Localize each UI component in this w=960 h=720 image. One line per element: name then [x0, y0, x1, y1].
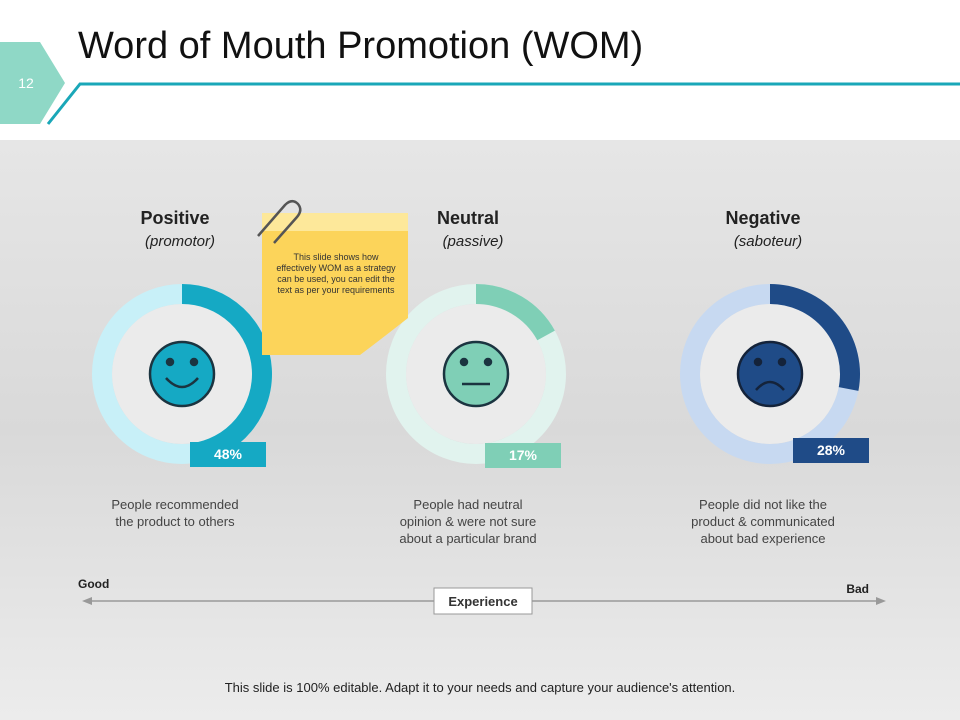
- experience-box: [433, 587, 533, 615]
- header-line: [46, 82, 960, 125]
- slide-number: 12: [18, 75, 34, 91]
- card-description: opinion & were not sure: [399, 514, 537, 529]
- donut-arc: [769, 284, 860, 391]
- card-description: People did not like the: [699, 497, 827, 512]
- title: Word of Mouth Promotion (WOM): [78, 25, 643, 67]
- scale-center: Experience: [448, 594, 517, 609]
- value-label: 28%: [793, 438, 869, 463]
- card-description: the product to others: [115, 514, 235, 529]
- scale-right: Bad: [846, 582, 869, 596]
- footer: This slide is 100% editable. Adapt it to…: [225, 680, 736, 695]
- happy-face: [148, 340, 216, 408]
- donut-arc: [181, 284, 272, 464]
- arrow-left: [82, 597, 92, 605]
- sad-face: [736, 340, 804, 408]
- card-description: product & communicated: [691, 514, 835, 529]
- value-label: 48%: [190, 442, 266, 467]
- donut-arc: [475, 284, 555, 341]
- card-subheading: (saboteur): [733, 233, 803, 250]
- sticky-note: [262, 213, 408, 355]
- card-heading: Negative: [725, 208, 801, 228]
- neutral-face: [442, 340, 510, 408]
- arrow-right: [876, 597, 886, 605]
- card-subheading: (passive): [442, 233, 504, 250]
- number-tab: [0, 42, 65, 124]
- card-description: about bad experience: [700, 531, 826, 546]
- card-description: People had neutral: [413, 497, 523, 512]
- paperclip: [257, 200, 302, 244]
- card-heading: Neutral: [436, 208, 499, 228]
- card-subheading: (promotor): [144, 233, 215, 250]
- sticky-note-text: This slide shows how effectively WOM as …: [276, 252, 396, 295]
- card-description: People recommended: [111, 497, 239, 512]
- sticky-note-top: [262, 213, 408, 231]
- scale-left: Good: [78, 577, 109, 591]
- value-label: 17%: [485, 443, 561, 468]
- card-description: about a particular brand: [399, 531, 537, 546]
- card-heading: Positive: [140, 208, 210, 228]
